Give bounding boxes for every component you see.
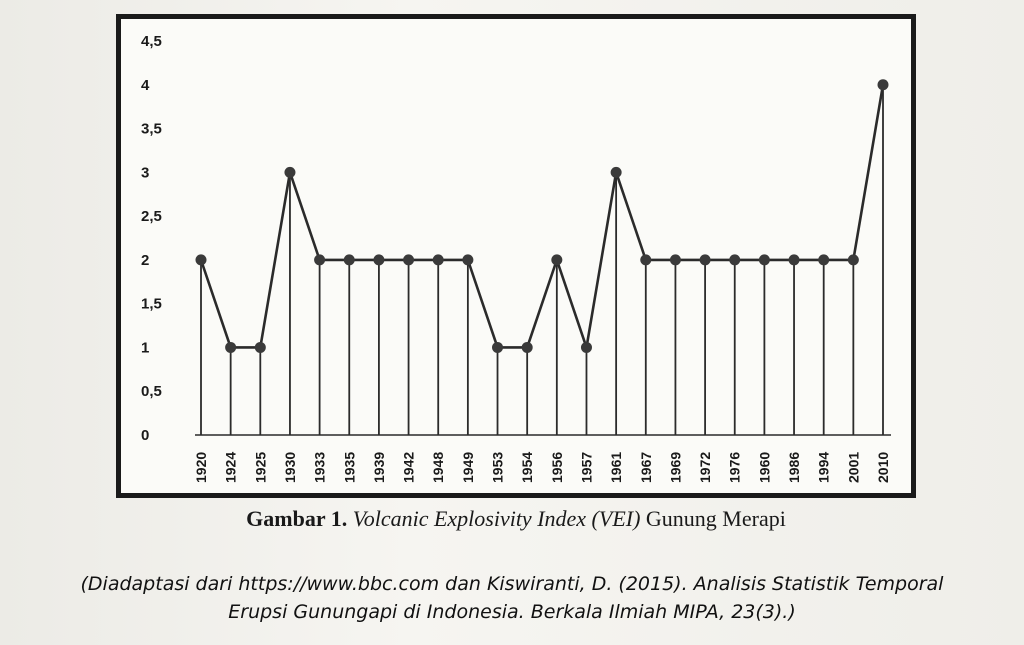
data-point [788,254,800,266]
x-tick-label: 1976 [727,452,743,483]
y-tick-label: 2,5 [141,208,162,225]
vei-line-chart: 0 0,5 1 1,5 2 2,5 3 3,5 4 4,5 1920 1924 1925 1930 1933… [141,33,891,483]
x-tick-label: 1956 [549,452,565,483]
y-tick-label: 2 [141,252,149,269]
x-tick-label: 1960 [756,452,772,483]
x-tick-label: 1953 [490,452,506,483]
y-tick-label: 1,5 [141,296,162,313]
data-point [462,254,474,266]
x-tick-label: 1972 [697,452,713,483]
data-point [343,254,355,266]
data-point [699,254,711,266]
data-point [225,341,237,353]
caption-title-italic: Volcanic Explosivity Index (VEI) [352,506,641,531]
data-point [877,79,889,91]
x-tick-label: 1939 [371,452,387,483]
x-tick-label: 1954 [519,452,535,483]
x-tick-label: 2010 [875,452,891,483]
data-point [847,254,859,266]
x-tick-label: 1967 [638,452,654,483]
x-tick-label: 1933 [312,452,328,483]
data-point [314,254,326,266]
x-tick-label: 1948 [430,452,446,483]
data-point [254,341,266,353]
data-point [551,254,563,266]
data-point [640,254,652,266]
y-tick-label: 0,5 [141,383,162,400]
data-point [195,254,207,266]
data-point [580,341,592,353]
x-tick-label: 1930 [282,452,298,483]
data-point [432,254,444,266]
data-point [729,254,741,266]
data-point [492,341,504,353]
y-tick-label: 1 [141,339,149,356]
data-point [521,341,533,353]
data-point [284,166,296,178]
y-tick-label: 3 [141,164,149,181]
x-tick-label: 1969 [667,452,683,483]
data-point [373,254,385,266]
x-tick-label: 1949 [460,452,476,483]
data-point [669,254,681,266]
x-tick-label: 1920 [193,452,209,483]
caption-label: Gambar 1. [246,506,348,531]
y-tick-label: 0 [141,427,149,444]
data-point [818,254,830,266]
x-tick-label: 2001 [845,452,861,483]
x-tick-label: 1986 [786,452,802,483]
source-note: (Diadaptasi dari https://www.bbc.com dan… [0,570,1024,626]
data-point [758,254,770,266]
source-line-2: Erupsi Gunungapi di Indonesia. Berkala I… [228,601,796,623]
y-tick-label: 4 [141,77,150,94]
y-tick-label: 3,5 [141,121,162,138]
x-tick-label: 1942 [401,452,417,483]
data-point [610,166,622,178]
caption-title-rest: Gunung Merapi [645,506,786,531]
figure-caption: Gambar 1. Volcanic Explosivity Index (VE… [116,506,916,532]
x-tick-label: 1935 [341,452,357,483]
y-tick-label: 4,5 [141,33,162,50]
chart-frame: 0 0,5 1 1,5 2 2,5 3 3,5 4 4,5 1920 1924 1925 1930 1933… [116,14,916,498]
x-tick-label: 1994 [816,452,832,483]
x-tick-label: 1957 [578,452,594,483]
data-point [403,254,415,266]
vei-series-line [199,84,885,349]
x-tick-label: 1924 [223,452,239,483]
x-tick-label: 1925 [252,452,268,483]
source-line-1: (Diadaptasi dari https://www.bbc.com dan… [80,573,944,595]
x-tick-label: 1961 [608,452,624,483]
